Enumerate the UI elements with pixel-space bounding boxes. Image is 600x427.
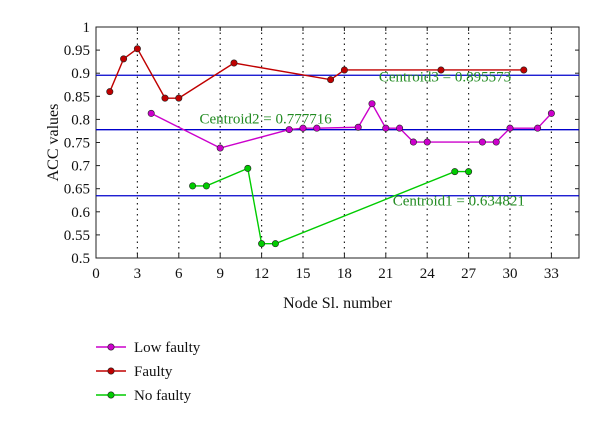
data-point-no-faulty [189, 182, 197, 190]
x-tick-label: 18 [337, 266, 352, 282]
data-point-low-faulty [313, 124, 321, 132]
data-point-no-faulty [244, 164, 252, 172]
legend-label-faulty: Faulty [134, 364, 173, 380]
plot-frame [95, 26, 580, 259]
data-point-faulty [120, 55, 128, 63]
data-point-low-faulty [534, 124, 542, 132]
data-point-low-faulty [368, 100, 376, 108]
x-tick-label: 3 [134, 266, 142, 282]
data-point-faulty [133, 45, 141, 53]
y-tick-label: 0.6 [71, 205, 90, 221]
y-tick-label: 0.55 [64, 228, 90, 244]
data-point-low-faulty [409, 138, 417, 146]
legend-swatch-marker-no-faulty [107, 391, 115, 399]
data-point-no-faulty [465, 168, 473, 176]
x-tick-label: 27 [461, 266, 477, 282]
data-point-low-faulty [396, 124, 404, 132]
data-point-faulty [161, 94, 169, 102]
x-tick-label: 0 [92, 266, 100, 282]
data-point-faulty [437, 66, 445, 74]
series-line-low-faulty [150, 102, 552, 149]
y-tick-label: 0.75 [64, 136, 90, 152]
y-tick-label: 0.7 [71, 159, 90, 175]
data-point-low-faulty [285, 126, 293, 134]
data-point-no-faulty [258, 240, 266, 248]
data-point-low-faulty [147, 109, 155, 117]
x-tick-label: 12 [254, 266, 269, 282]
data-point-faulty [230, 59, 238, 67]
y-tick-label: 0.65 [64, 182, 90, 198]
data-point-faulty [327, 76, 335, 84]
legend-label-no-faulty: No faulty [134, 388, 192, 404]
legend-swatch-marker-faulty [107, 367, 115, 375]
data-point-no-faulty [451, 168, 459, 176]
x-tick-label: 24 [420, 266, 436, 282]
data-point-faulty [175, 94, 183, 102]
centroid-label-1: Centroid3 = 0.895573 [379, 70, 511, 86]
data-point-low-faulty [354, 123, 362, 131]
data-point-low-faulty [506, 124, 514, 132]
x-tick-label: 33 [544, 266, 559, 282]
data-point-low-faulty [216, 144, 224, 152]
y-tick-label: 1 [83, 20, 91, 36]
y-tick-label: 0.95 [64, 43, 90, 59]
data-point-no-faulty [271, 240, 279, 248]
y-tick-label: 0.8 [71, 112, 90, 128]
data-point-faulty [520, 66, 528, 74]
y-axis-title: ACC values [45, 104, 62, 182]
legend-label-low-faulty: Low faulty [134, 340, 201, 356]
data-point-faulty [340, 66, 348, 74]
y-tick-label: 0.5 [71, 251, 90, 267]
centroid-label-3: Centroid1 = 0.634821 [393, 193, 525, 209]
series-line-faulty [109, 47, 524, 99]
data-point-low-faulty [382, 124, 390, 132]
data-point-low-faulty [478, 138, 486, 146]
x-tick-label: 9 [216, 266, 224, 282]
y-tick-label: 0.85 [64, 89, 90, 105]
y-tick-label: 0.9 [71, 66, 90, 82]
data-point-faulty [106, 88, 114, 96]
data-point-no-faulty [202, 182, 210, 190]
x-tick-label: 6 [175, 266, 183, 282]
x-tick-label: 21 [378, 266, 393, 282]
legend-swatch-marker-low-faulty [107, 343, 115, 351]
data-point-low-faulty [423, 138, 431, 146]
x-tick-label: 30 [503, 266, 518, 282]
data-point-low-faulty [299, 124, 307, 132]
data-point-low-faulty [492, 138, 500, 146]
x-tick-label: 15 [296, 266, 311, 282]
centroid-label-2: Centroid2 = 0.777716 [200, 112, 333, 128]
x-axis-title: Node Sl. number [283, 295, 393, 312]
data-point-low-faulty [547, 109, 555, 117]
